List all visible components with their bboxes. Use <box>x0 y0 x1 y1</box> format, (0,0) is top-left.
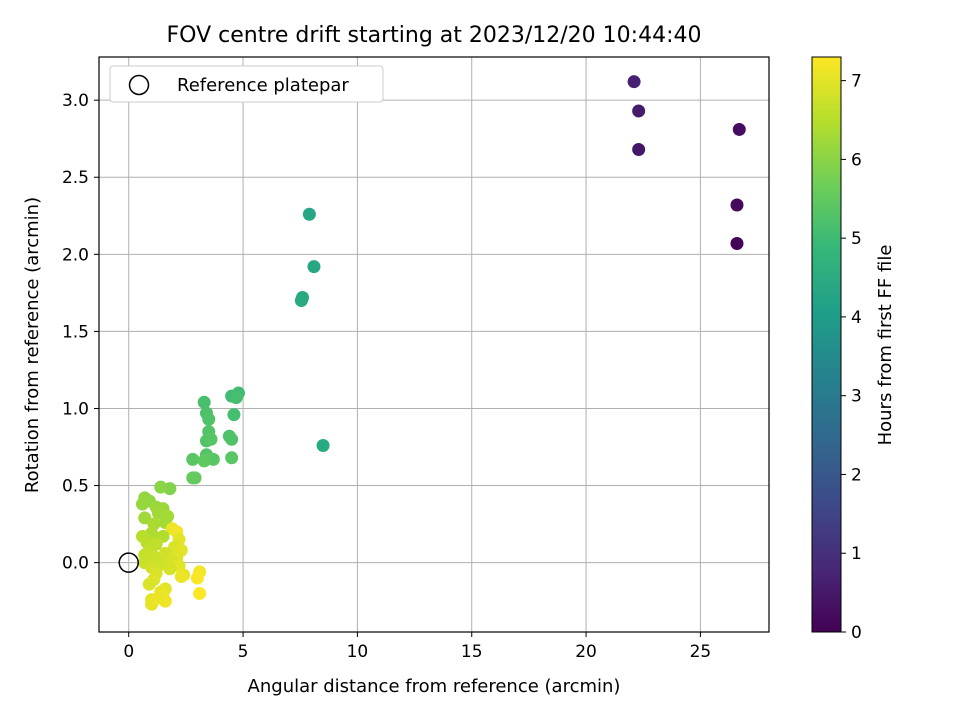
y-tick-label: 2.0 <box>62 245 89 265</box>
data-point <box>135 497 149 511</box>
reference-marker <box>118 552 139 573</box>
colorbar-tick-label: 0 <box>851 623 862 643</box>
legend-label-reference: Reference platepar <box>177 75 349 96</box>
y-tick-label: 3.0 <box>62 91 89 111</box>
data-point <box>174 570 188 584</box>
x-tick-label: 20 <box>575 642 597 662</box>
colorbar-tick-label: 2 <box>851 465 862 485</box>
data-point <box>632 142 646 156</box>
x-tick-label: 5 <box>238 642 249 662</box>
data-point <box>225 451 239 465</box>
data-point <box>163 562 177 576</box>
legend-marker-reference <box>128 74 150 96</box>
x-tick-label: 0 <box>123 642 134 662</box>
colorbar-tick-label: 3 <box>851 387 862 407</box>
data-points <box>135 75 746 611</box>
data-point <box>229 391 243 405</box>
data-point <box>316 438 330 452</box>
data-point <box>225 432 239 446</box>
data-point <box>730 198 744 212</box>
data-point <box>730 237 744 251</box>
data-point <box>204 432 218 446</box>
data-point <box>294 294 308 308</box>
x-axis-label: Angular distance from reference (arcmin) <box>248 676 621 697</box>
data-point <box>190 571 204 585</box>
data-point <box>186 452 200 466</box>
y-tick-label: 0.0 <box>62 554 89 574</box>
legend-box <box>109 65 384 103</box>
y-tick-label: 1.0 <box>62 399 89 419</box>
data-point <box>632 104 646 118</box>
colorbar: 0 1 2 3 4 5 6 7 Hours from first FF file <box>811 56 896 643</box>
data-point <box>197 395 211 409</box>
y-tick-label: 0.5 <box>62 477 89 497</box>
colorbar-ticks: 0 1 2 3 4 5 6 7 <box>841 72 862 643</box>
data-point <box>193 586 207 600</box>
y-tick-label: 1.5 <box>62 322 89 342</box>
data-point <box>154 480 168 494</box>
x-tick-label: 10 <box>347 642 369 662</box>
colorbar-gradient <box>811 56 842 633</box>
x-tick-label: 15 <box>461 642 483 662</box>
data-point <box>732 122 746 136</box>
data-point <box>186 471 200 485</box>
data-point <box>151 591 165 605</box>
colorbar-tick-label: 1 <box>851 544 862 564</box>
data-point <box>138 511 152 525</box>
colorbar-tick-label: 6 <box>851 150 862 170</box>
y-axis-label: Rotation from reference (arcmin) <box>22 197 43 493</box>
y-tick-label: 2.5 <box>62 168 89 188</box>
plot-frame <box>98 56 770 633</box>
reference-point <box>118 552 139 573</box>
data-point <box>627 75 641 89</box>
colorbar-label: Hours from first FF file <box>875 245 896 446</box>
data-point <box>227 408 241 422</box>
data-point <box>302 207 316 221</box>
y-axis-ticks: 0.0 0.5 1.0 1.5 2.0 2.5 3.0 <box>62 91 99 574</box>
colorbar-tick-label: 5 <box>851 229 862 249</box>
legend: Reference platepar <box>109 65 384 103</box>
chart-title: FOV centre drift starting at 2023/12/20 … <box>167 23 702 48</box>
colorbar-tick-label: 7 <box>851 72 862 92</box>
data-point <box>307 260 321 274</box>
colorbar-tick-label: 4 <box>851 308 862 328</box>
data-point <box>142 577 156 591</box>
x-tick-label: 25 <box>690 642 712 662</box>
x-axis-ticks: 0 5 10 15 20 25 <box>123 632 711 662</box>
data-point <box>197 454 211 468</box>
data-point <box>202 412 216 426</box>
